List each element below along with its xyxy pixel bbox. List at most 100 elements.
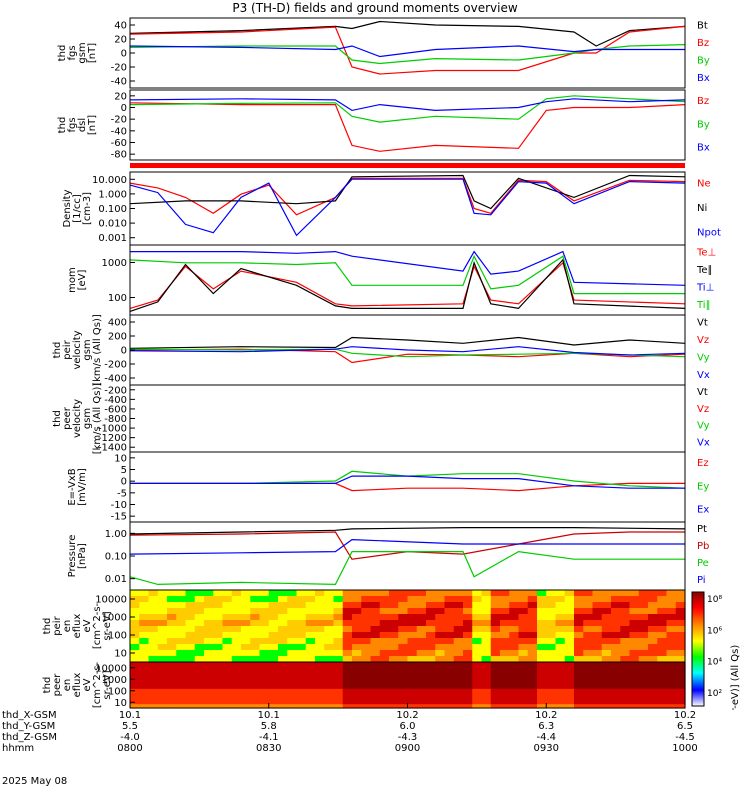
spectrogram-cell bbox=[389, 688, 399, 694]
spectrogram-cell bbox=[204, 688, 214, 694]
spectrogram-cell bbox=[555, 696, 566, 701]
spectrogram-cell bbox=[453, 681, 464, 686]
spectrogram-cell bbox=[185, 673, 196, 678]
y-axis-label: peer bbox=[52, 673, 63, 697]
spectrogram-cell bbox=[342, 700, 353, 705]
spectrogram-cell bbox=[213, 696, 224, 701]
spectrogram-cell bbox=[666, 644, 677, 651]
spectrogram-cell bbox=[315, 650, 325, 657]
spectrogram-cell bbox=[231, 669, 242, 675]
spectrogram-cell bbox=[675, 700, 686, 705]
series-line-temp-1 bbox=[129, 258, 686, 312]
spectrogram-cell bbox=[435, 692, 446, 698]
y-tick-label: -200 bbox=[104, 360, 127, 371]
spectrogram-cell bbox=[305, 620, 316, 627]
spectrogram-cell bbox=[509, 700, 520, 705]
spectrogram-cell bbox=[481, 662, 492, 667]
spectrogram-cell bbox=[176, 669, 187, 675]
spectrogram-cell bbox=[361, 656, 372, 663]
spectrogram-cell bbox=[370, 677, 381, 682]
spectrogram-cell bbox=[638, 656, 649, 663]
y-tick-label: 0 bbox=[121, 477, 127, 488]
spectrogram-cell bbox=[370, 665, 381, 671]
spectrogram-cell bbox=[453, 685, 464, 690]
spectrogram-cell bbox=[592, 696, 603, 701]
spectrogram-cell bbox=[453, 632, 464, 639]
x-tick-value: 0900 bbox=[394, 743, 421, 754]
y-axis-label: mom bbox=[67, 267, 78, 293]
spectrogram-cell bbox=[204, 700, 214, 705]
spectrogram-cell bbox=[472, 688, 483, 694]
spectrogram-cell bbox=[518, 669, 529, 675]
spectrogram-cell bbox=[546, 608, 557, 615]
spectrogram-cell bbox=[463, 696, 473, 701]
spectrogram-cell bbox=[194, 704, 205, 709]
spectrogram-cell bbox=[194, 696, 205, 701]
spectrogram-cell bbox=[453, 700, 464, 705]
spectrogram-cell bbox=[675, 632, 686, 639]
spectrogram-cell bbox=[361, 602, 372, 609]
spectrogram-cell bbox=[444, 620, 455, 627]
spectrogram-cell bbox=[259, 656, 270, 663]
spectrogram-cell bbox=[518, 614, 529, 621]
spectrogram-cell bbox=[241, 596, 251, 603]
spectrogram-cell bbox=[629, 590, 640, 597]
spectrogram-cell bbox=[657, 700, 668, 705]
spectrogram-cell bbox=[324, 590, 335, 597]
y-axis-label: fgs bbox=[67, 117, 78, 132]
spectrogram-cell bbox=[611, 602, 621, 609]
spectrogram-cell bbox=[490, 662, 501, 667]
x-tick-value: 5.5 bbox=[122, 721, 138, 732]
spectrogram-cell bbox=[398, 632, 409, 639]
spectrogram-cell bbox=[130, 669, 140, 675]
spectrogram-cell bbox=[231, 704, 242, 709]
spectrogram-cell bbox=[472, 677, 483, 682]
spectrogram-cell bbox=[259, 692, 270, 698]
legend-entry: Ni bbox=[697, 203, 707, 214]
y-tick-label: -40 bbox=[111, 77, 127, 88]
spectrogram-cell bbox=[370, 700, 381, 705]
spectrogram-cell bbox=[305, 644, 316, 651]
spectrogram-cell bbox=[268, 688, 279, 694]
spectrogram-cell bbox=[453, 638, 464, 645]
chart-title: P3 (TH-D) fields and ground moments over… bbox=[232, 1, 518, 15]
spectrogram-cell bbox=[167, 596, 177, 603]
spectrogram-cell bbox=[305, 656, 316, 663]
spectrogram-cell bbox=[287, 665, 298, 671]
spectrogram-cell bbox=[370, 669, 381, 675]
spectrogram-cell bbox=[527, 700, 538, 705]
spectrogram-cell bbox=[361, 626, 372, 633]
spectrogram-cell bbox=[453, 665, 464, 671]
spectrogram-cell bbox=[361, 614, 372, 621]
spectrogram-cell bbox=[527, 632, 538, 639]
spectrogram-cell bbox=[278, 677, 288, 682]
spectrogram-cell bbox=[509, 696, 520, 701]
legend-entry: Pb bbox=[697, 541, 709, 552]
spectrogram-cell bbox=[324, 632, 335, 639]
spectrogram-cell bbox=[629, 704, 640, 709]
spectrogram-cell bbox=[379, 669, 390, 675]
spectrogram-cell bbox=[361, 696, 372, 701]
spectrogram-cell bbox=[509, 626, 520, 633]
spectrogram-cell bbox=[148, 620, 159, 627]
y-tick-label: 10 bbox=[114, 649, 127, 660]
spectrogram-cell bbox=[324, 692, 335, 698]
y-tick-label: 10 bbox=[114, 453, 127, 464]
spectrogram-cell bbox=[518, 696, 529, 701]
spectrogram-cell bbox=[546, 665, 557, 671]
spectrogram-cell bbox=[444, 700, 455, 705]
spectrogram-cell bbox=[657, 692, 668, 698]
spectrogram-cell bbox=[583, 704, 594, 709]
y-tick-label: 400 bbox=[108, 318, 127, 329]
spectrogram-cell bbox=[315, 608, 325, 615]
spectrogram-cell bbox=[426, 685, 436, 690]
y-axis-label: velocity bbox=[72, 330, 83, 369]
spectrogram-cell bbox=[527, 656, 538, 663]
spectrogram-cell bbox=[241, 614, 251, 621]
spectrogram-cell bbox=[398, 677, 409, 682]
spectrogram-cell bbox=[509, 685, 520, 690]
y-tick-label: 0 bbox=[121, 49, 127, 60]
spectrogram-cell bbox=[574, 673, 584, 678]
spectrogram-cell bbox=[130, 638, 140, 645]
spectrogram-cell bbox=[241, 638, 251, 645]
